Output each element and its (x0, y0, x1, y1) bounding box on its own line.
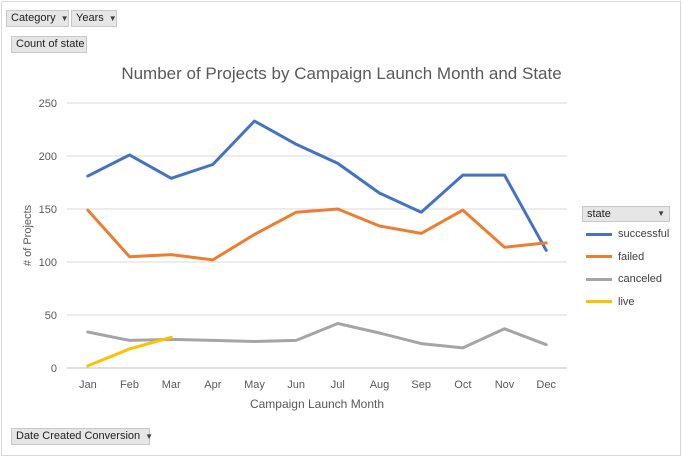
series-line-live (86, 335, 173, 368)
x-tick-label: Aug (370, 379, 390, 391)
legend-field-button[interactable]: state ▼ (582, 206, 670, 222)
axis-field-label: Date Created Conversion (16, 430, 141, 442)
x-tick-label: Jul (331, 379, 345, 391)
dropdown-arrow-icon: ▼ (60, 14, 69, 23)
legend-item-failed: failed (586, 250, 644, 264)
y-tick-label: 200 (39, 151, 57, 163)
x-tick-label: May (244, 379, 265, 391)
y-tick-label: 100 (39, 257, 57, 269)
x-tick-label: Jan (79, 379, 97, 391)
x-tick-label: Feb (120, 379, 139, 391)
x-tick-label: Nov (495, 379, 515, 391)
legend-label: canceled (618, 273, 663, 285)
legend-swatch (586, 300, 612, 303)
y-tick-label: 250 (39, 98, 57, 110)
legend-swatch (586, 277, 612, 281)
values-field-label: Count of state (16, 38, 85, 50)
x-tick-label: Oct (454, 379, 471, 391)
legend-field-label: state (587, 208, 611, 220)
y-tick-label: 150 (39, 204, 57, 216)
series-line-successful (86, 119, 548, 252)
legend-label: successful (618, 228, 670, 240)
axis-field-button[interactable]: Date Created Conversion ▼ (11, 428, 154, 445)
y-axis-title: # of Projects (22, 204, 34, 266)
legend-swatch (586, 255, 612, 258)
legend-label: live (618, 295, 635, 308)
chart-title: Number of Projects by Campaign Launch Mo… (121, 64, 562, 83)
dropdown-arrow-icon: ▼ (657, 209, 665, 218)
y-tick-label: 50 (45, 310, 57, 322)
legend-item-successful: successful (586, 227, 669, 241)
dropdown-arrow-icon: ▼ (145, 432, 154, 441)
x-tick-label: Mar (162, 379, 181, 391)
category-filter-button[interactable]: Category ▼ (6, 10, 69, 27)
legend-swatch (586, 232, 612, 236)
series-line-failed (86, 207, 548, 262)
x-tick-label: Jun (287, 379, 305, 391)
values-field-button[interactable]: Count of state (11, 36, 87, 53)
legend-item-canceled: canceled (586, 272, 662, 286)
x-tick-label: Apr (204, 379, 221, 391)
years-filter-label: Years (76, 12, 104, 24)
x-axis-title: Campaign Launch Month (250, 397, 384, 411)
series-line-canceled (86, 322, 548, 350)
years-filter-button[interactable]: Years ▼ (71, 10, 117, 27)
dropdown-arrow-icon: ▼ (108, 14, 117, 23)
x-tick-label: Sep (411, 379, 431, 391)
y-tick-label: 0 (51, 363, 57, 375)
x-tick-label: Dec (536, 379, 556, 391)
legend-label: failed (618, 250, 645, 263)
legend-item-live: live (586, 295, 635, 309)
category-filter-label: Category (11, 12, 56, 24)
